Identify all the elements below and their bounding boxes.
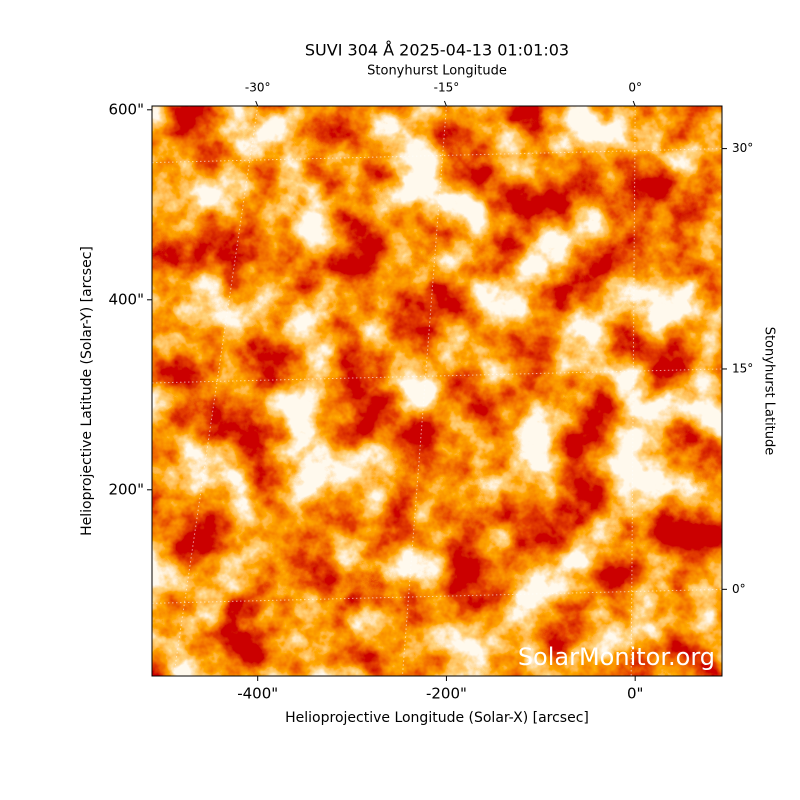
x2-tick xyxy=(632,100,636,107)
y-tick-label: 400" xyxy=(108,290,144,308)
x2-tick-label: 0° xyxy=(628,81,642,95)
y2-tick-label: 30° xyxy=(732,141,753,155)
x2-tick-label: -30° xyxy=(245,81,271,95)
longitude-grid-line xyxy=(401,106,447,676)
x2-label: Stonyhurst Longitude xyxy=(367,64,507,79)
solar-image xyxy=(152,106,722,676)
latitude-grid-line xyxy=(152,368,722,384)
longitude-grid-line xyxy=(630,106,636,676)
plot-frame xyxy=(151,105,723,677)
x2-tick-label: -15° xyxy=(434,81,460,95)
x-tick-label: 0" xyxy=(627,685,643,703)
x-tick-label: -200" xyxy=(426,685,467,703)
y-tick-label: 200" xyxy=(108,480,144,498)
y-label: Helioprojective Latitude (Solar-Y) [arcs… xyxy=(79,246,95,536)
y2-tick-label: 15° xyxy=(732,361,753,375)
chart-title: SUVI 304 Å 2025-04-13 01:01:03 xyxy=(305,41,569,60)
x-tick-label: -400" xyxy=(237,685,278,703)
x2-tick xyxy=(443,100,447,107)
latitude-grid-line xyxy=(152,588,722,604)
y2-label: Stonyhurst Latitude xyxy=(762,327,777,456)
y2-tick-label: 0° xyxy=(732,582,746,596)
longitude-grid-line xyxy=(173,106,259,676)
watermark: SolarMonitor.org xyxy=(518,643,715,671)
x-label: Helioprojective Longitude (Solar-X) [arc… xyxy=(285,710,589,726)
latitude-grid-line xyxy=(152,148,722,164)
y-tick-label: 600" xyxy=(108,100,144,118)
x2-tick xyxy=(255,100,259,107)
